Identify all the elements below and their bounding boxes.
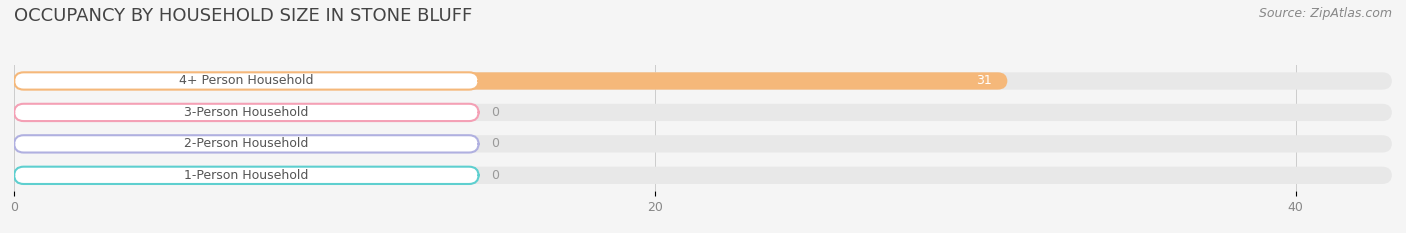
Text: 0: 0 bbox=[492, 137, 499, 150]
Text: Source: ZipAtlas.com: Source: ZipAtlas.com bbox=[1258, 7, 1392, 20]
FancyBboxPatch shape bbox=[14, 72, 1392, 90]
FancyBboxPatch shape bbox=[14, 135, 1392, 153]
Text: 31: 31 bbox=[976, 75, 991, 87]
Text: 2-Person Household: 2-Person Household bbox=[184, 137, 308, 150]
Text: 0: 0 bbox=[492, 169, 499, 182]
Text: 4+ Person Household: 4+ Person Household bbox=[179, 75, 314, 87]
Text: 0: 0 bbox=[492, 106, 499, 119]
FancyBboxPatch shape bbox=[14, 72, 1008, 90]
FancyBboxPatch shape bbox=[14, 167, 1392, 184]
FancyBboxPatch shape bbox=[14, 72, 478, 90]
Text: 1-Person Household: 1-Person Household bbox=[184, 169, 308, 182]
FancyBboxPatch shape bbox=[14, 104, 1392, 121]
FancyBboxPatch shape bbox=[14, 135, 478, 153]
Text: OCCUPANCY BY HOUSEHOLD SIZE IN STONE BLUFF: OCCUPANCY BY HOUSEHOLD SIZE IN STONE BLU… bbox=[14, 7, 472, 25]
FancyBboxPatch shape bbox=[14, 167, 478, 184]
FancyBboxPatch shape bbox=[14, 104, 478, 121]
Text: 3-Person Household: 3-Person Household bbox=[184, 106, 308, 119]
